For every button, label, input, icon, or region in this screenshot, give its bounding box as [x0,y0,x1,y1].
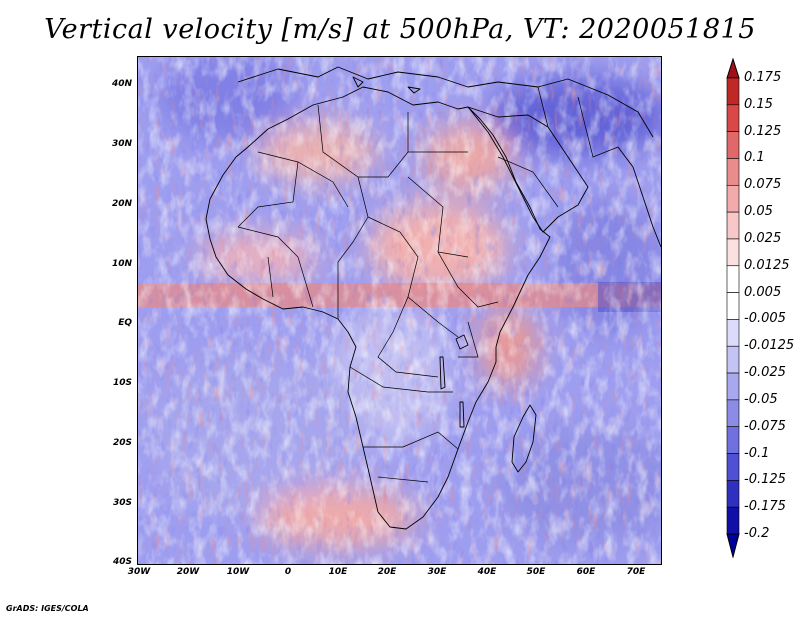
colorbar-tick-label: -0.2 [744,526,770,541]
grads-credit: GrADS: IGES/COLA [6,604,89,613]
colorbar-swatch [726,453,740,481]
lon-label-50e: 50E [526,567,546,577]
lon-label-70e: 70E [626,567,646,577]
colorbar-tick-label: 0.175 [744,70,782,85]
lon-label-10e: 10E [328,567,348,577]
colorbar-tick-label: -0.05 [744,391,778,407]
colorbar-swatch [726,319,740,347]
lat-label-40s: 40S [112,557,132,567]
colorbar-tick-label: -0.075 [744,418,786,434]
lon-label-30w: 30W [127,567,151,577]
colorbar-tick-label: -0.025 [744,365,786,381]
colorbar-tick-label: 0.075 [744,177,782,193]
colorbar-min-arrow [726,533,740,558]
india-coast [617,146,661,248]
colorbar-tick-label: -0.125 [744,472,786,488]
colorbar-tick-label: -0.175 [744,499,786,515]
map-title: Vertical velocity [m/s] at 500hPa, VT: 2… [44,14,756,45]
colorbar-swatch [726,184,740,213]
lon-label-40e: 40E [477,567,497,577]
lat-label-40n: 40N [111,79,132,89]
colorbar-swatch [726,480,740,508]
lake-malawi [459,401,465,428]
colorbar-tick-label: 0.15 [744,96,773,112]
lake-tanganyika [439,356,446,390]
colorbar-swatch [726,238,740,267]
colorbar-swatch [726,399,740,428]
colorbar-swatch [726,77,740,106]
lat-label-30s: 30S [112,498,132,508]
lon-label-20w: 20W [176,567,200,577]
colorbar-tick-label: 0.1 [744,150,765,166]
colorbar-tick-label: 0.05 [744,204,773,220]
colorbar-swatch [726,426,740,454]
colorbar-max-arrow [726,58,740,79]
colorbar-swatch [726,131,740,159]
lon-label-30e: 30E [427,567,447,577]
lon-label-0: 0 [284,567,292,577]
colorbar-tick-label: 0.025 [744,230,782,246]
colorbar-tick-label: 0.005 [744,284,782,300]
colorbar-swatch [726,506,740,535]
colorbar-tick-label: 0.0125 [744,257,790,273]
arabia-coast [467,106,589,233]
colorbar-tick-label: -0.0125 [744,338,795,354]
lon-label-20e: 20E [377,567,397,577]
colorbar [726,58,740,558]
colorbar-swatch [726,211,740,240]
lake-victoria [455,334,469,350]
lat-label-20n: 20N [111,199,132,209]
colorbar-tick-label: -0.1 [744,445,770,461]
lat-label-eq: EQ [118,318,132,328]
lat-label-20s: 20S [112,438,132,448]
colorbar-tick-label: -0.005 [744,311,786,327]
velocity-field [138,57,661,564]
colorbar-swatch [726,158,740,186]
lon-label-60e: 60E [576,567,596,577]
colorbar-swatch [726,265,740,293]
colorbar-swatch [726,292,740,320]
lat-label-10n: 10N [111,259,132,269]
lat-label-30n: 30N [111,139,132,149]
colorbar-swatch [726,372,740,401]
colorbar-swatch [726,104,740,132]
velocity-map [137,56,662,565]
lat-label-10s: 10S [112,378,132,388]
country-borders [237,86,619,483]
europe-coast [237,66,654,138]
lon-label-10w: 10W [226,567,250,577]
colorbar-swatch [726,345,740,374]
madagascar-coast [511,404,537,473]
colorbar-tick-label: 0.125 [744,123,782,139]
